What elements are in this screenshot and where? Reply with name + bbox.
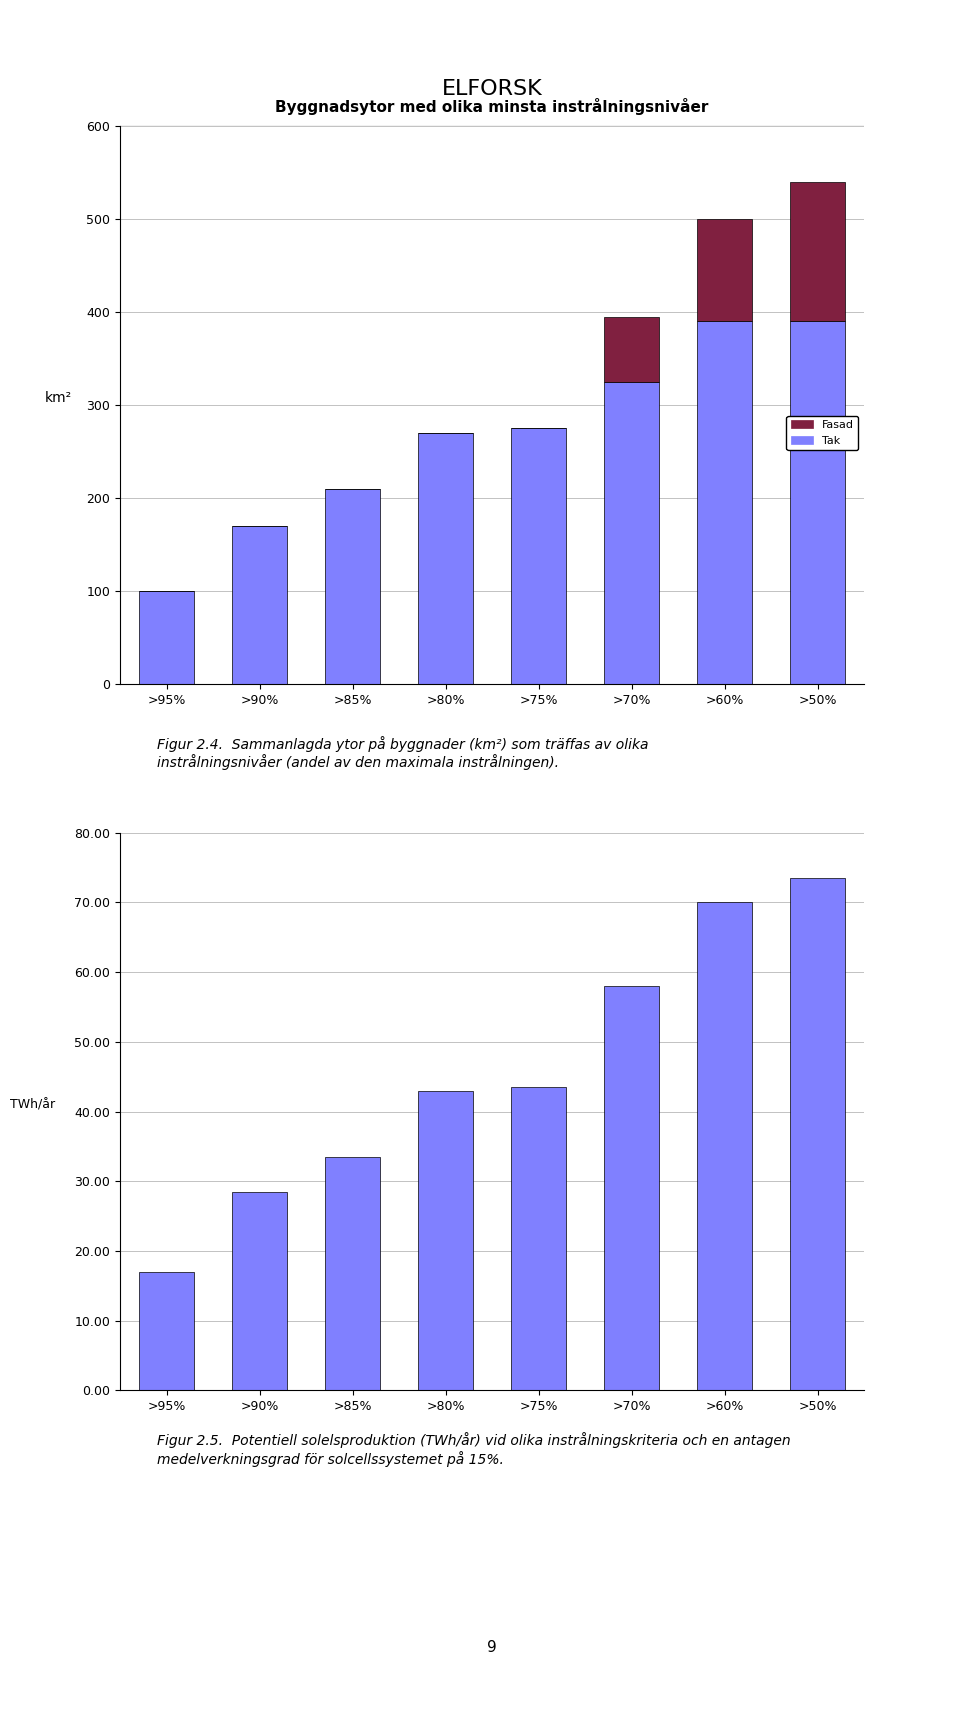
Text: Figur 2.4.  Sammanlagda ytor på byggnader (km²) som träffas av olika
instrålning: Figur 2.4. Sammanlagda ytor på byggnader… bbox=[157, 737, 649, 771]
Bar bbox=[231, 527, 287, 683]
Text: 9: 9 bbox=[487, 1640, 497, 1656]
Bar bbox=[418, 432, 473, 683]
Bar bbox=[418, 1091, 473, 1391]
Y-axis label: TWh/år: TWh/år bbox=[10, 1098, 55, 1112]
Bar bbox=[697, 322, 753, 683]
Bar bbox=[324, 1157, 380, 1391]
Bar bbox=[231, 1191, 287, 1391]
Legend: Fasad, Tak: Fasad, Tak bbox=[786, 415, 858, 451]
Bar bbox=[138, 590, 194, 683]
Text: Figur 2.5.  Potentiell solelsproduktion (TWh/år) vid olika instrålningskriteria : Figur 2.5. Potentiell solelsproduktion (… bbox=[157, 1432, 791, 1466]
Bar bbox=[604, 382, 660, 683]
Bar bbox=[511, 1088, 566, 1391]
Bar bbox=[138, 1272, 194, 1391]
Bar bbox=[324, 489, 380, 683]
Title: Byggnadsytor med olika minsta instrålningsnivåer: Byggnadsytor med olika minsta instrålnin… bbox=[276, 98, 708, 115]
Bar bbox=[697, 219, 753, 322]
Y-axis label: km²: km² bbox=[45, 391, 72, 404]
Bar bbox=[789, 878, 846, 1391]
Bar bbox=[789, 322, 846, 683]
Bar bbox=[789, 182, 846, 322]
Bar bbox=[511, 429, 566, 683]
Bar bbox=[604, 986, 660, 1391]
Bar bbox=[604, 317, 660, 382]
Text: ELFORSK: ELFORSK bbox=[442, 79, 542, 98]
Bar bbox=[697, 902, 753, 1391]
